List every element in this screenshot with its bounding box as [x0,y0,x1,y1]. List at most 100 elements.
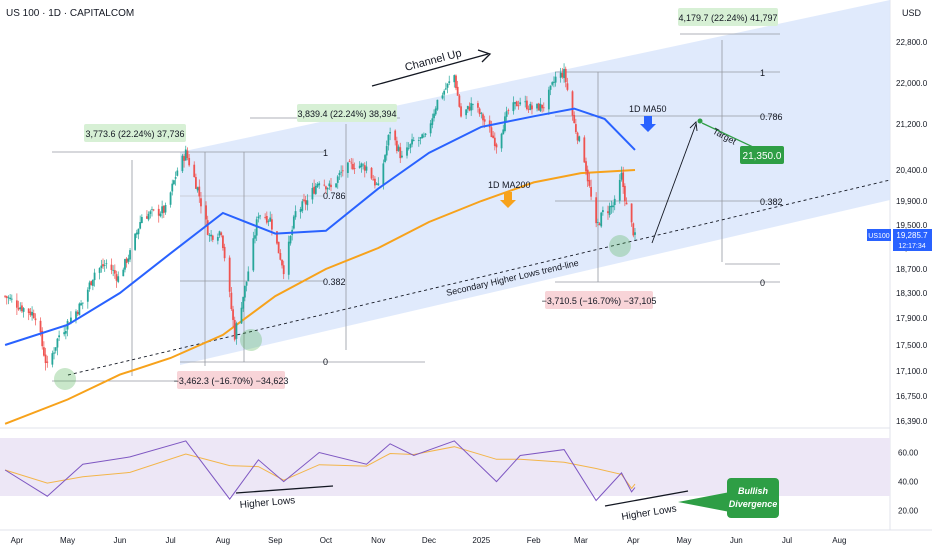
rsi-tick-label: 40.00 [898,478,919,487]
time-tick-label: Mar [574,536,588,545]
candle-body [80,303,82,306]
candle-body [63,332,66,335]
candle-body [257,216,260,219]
target-point [697,118,703,124]
candle-body [270,219,273,230]
candle-body [301,201,304,211]
candle-body [115,274,118,281]
candle-body [444,88,447,90]
time-tick-label: Jun [113,536,126,545]
price-axis: 22,800.0 22,000.0 21,200.0 20,400.0 19,900.0… [896,38,928,426]
low-marker-3 [609,235,631,257]
candle-body [134,233,137,250]
time-tick-label: Jun [730,536,743,545]
candle-body [387,134,390,146]
candle-body [64,331,67,334]
candle-body [526,100,528,110]
price-tick-label: 20,400.0 [896,166,928,175]
candle-body [277,241,280,254]
candle-body [195,177,197,189]
candle-body [458,95,461,107]
candle-body [419,137,422,139]
candle-body [188,157,191,166]
candle-body [585,161,587,172]
candle-body [34,318,37,321]
candle-body [184,149,187,161]
candle-body [304,200,307,205]
candle-body [335,183,337,188]
svg-text:4,179.7 (22.24%) 41,797: 4,179.7 (22.24%) 41,797 [678,13,777,23]
candle-body [600,212,603,227]
candle-body [200,198,202,207]
target-value-box [740,146,784,164]
time-tick-label: Apr [11,536,24,545]
price-tick-label: 17,900.0 [896,314,928,323]
time-tick-label: Oct [320,536,333,545]
candle-body [608,206,611,215]
price-tick-label: 17,500.0 [896,341,928,350]
currency-label: USD [902,8,922,18]
fib1-level-0: 0 [323,357,328,367]
candle-body [70,317,72,324]
candle-body [98,267,101,273]
rsi-higher-lows-line-2 [604,490,689,507]
candle-body [29,311,32,316]
candle-body [161,206,164,214]
fib-retracement-1 [180,151,425,363]
candle-body [299,209,302,213]
candle-body [409,144,412,148]
candle-body [122,269,125,277]
candle-body [276,231,278,244]
candle-body [117,276,120,282]
candle-body [514,102,516,104]
candle-body [235,323,238,339]
chart-title: US 100 · 1D · CAPITALCOM [6,8,134,19]
candle-body [267,220,270,222]
candle-body [466,105,469,110]
candle-body [431,118,434,125]
channel-arrow-head [477,49,492,63]
candle-body [480,112,483,114]
candle-body [86,289,89,302]
candle-body [240,307,243,324]
candle-body [490,127,493,138]
candle-body [541,104,544,109]
symbol-tag: US100 [868,233,890,240]
candle-body [306,200,309,206]
candle-body [566,83,569,90]
ma200-label: 1D MA200 [488,180,531,190]
candle-body [78,303,81,316]
measure-label-3: 4,179.7 (22.24%) 41,797 [678,8,778,26]
candle-body [336,176,339,183]
candle-body [39,320,42,333]
price-tick-label: 17,100.0 [896,367,928,376]
candle-body [515,101,518,107]
candle-body [411,139,413,145]
candle-body [551,82,554,85]
candle-body [243,285,246,298]
candle-body [625,202,628,205]
fib1-level-0382: 0.382 [323,277,346,287]
candle-body [578,136,581,142]
measure-label-4: −3,462.3 (−16.70%) −34,623 [174,371,288,389]
candle-body [105,263,108,265]
candle-body [164,205,167,213]
candle-body [586,169,589,182]
candle-body [590,186,592,197]
candle-body [468,106,471,111]
candle-body [346,162,349,173]
candle-body [455,75,457,89]
candle-body [311,187,314,200]
candle-body [358,165,361,169]
candle-body [90,281,93,286]
candle-body [374,178,376,186]
candle-body [375,183,378,185]
countdown: 12:17:34 [898,243,925,250]
candle-body [348,160,351,162]
current-price: 19,285.7 [896,231,928,240]
candle-body [174,177,177,179]
candle-body [453,75,456,83]
candle-body [441,95,444,99]
candle-body [517,105,520,107]
